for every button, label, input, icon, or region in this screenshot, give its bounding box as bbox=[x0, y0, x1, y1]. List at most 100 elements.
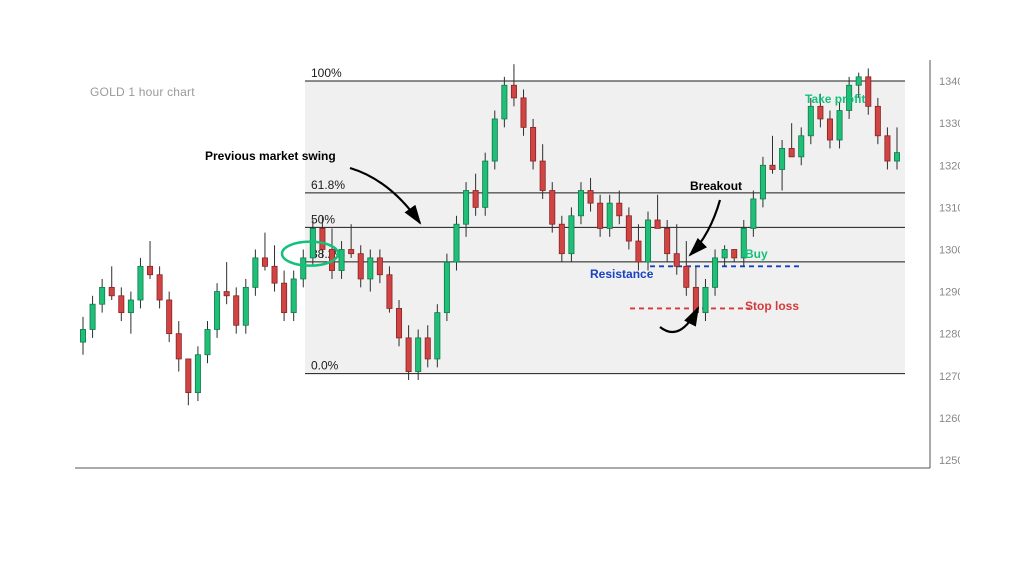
candle-body bbox=[588, 191, 593, 204]
candle-body bbox=[617, 203, 622, 216]
candle-body bbox=[291, 279, 296, 313]
candle-body bbox=[90, 304, 95, 329]
candle-body bbox=[128, 300, 133, 313]
candle-body bbox=[636, 241, 641, 262]
annotation-stop: Stop loss bbox=[745, 299, 799, 313]
candle-body bbox=[425, 338, 430, 359]
candle-body bbox=[147, 266, 152, 274]
y-tick-label: 1300.0 bbox=[939, 244, 960, 256]
candle-body bbox=[454, 224, 459, 262]
candle-body bbox=[894, 153, 899, 161]
candle-body bbox=[368, 258, 373, 279]
candle-body bbox=[349, 249, 354, 253]
candle-body bbox=[684, 266, 689, 287]
candle-body bbox=[416, 338, 421, 372]
candle-body bbox=[550, 191, 555, 225]
candle-body bbox=[80, 329, 85, 342]
candle-body bbox=[463, 191, 468, 225]
y-tick-label: 1320.0 bbox=[939, 160, 960, 172]
candle-body bbox=[176, 334, 181, 359]
candle-body bbox=[827, 119, 832, 140]
y-tick-label: 1260.0 bbox=[939, 413, 960, 425]
candle-body bbox=[387, 275, 392, 309]
candle-body bbox=[186, 359, 191, 393]
candle-body bbox=[167, 300, 172, 334]
y-tick-label: 1290.0 bbox=[939, 287, 960, 299]
candle-body bbox=[396, 308, 401, 337]
candle-body bbox=[674, 254, 679, 267]
candle-body bbox=[157, 275, 162, 300]
candle-body bbox=[253, 258, 258, 287]
candle-body bbox=[808, 106, 813, 135]
candle-body bbox=[799, 136, 804, 157]
candle-body bbox=[856, 77, 861, 85]
candle-body bbox=[301, 258, 306, 279]
annotation-swing: Previous market swing bbox=[205, 149, 336, 163]
candle-body bbox=[760, 165, 765, 199]
annotation-profit: Take profit bbox=[805, 92, 865, 106]
candle-body bbox=[578, 191, 583, 216]
candle-body bbox=[837, 111, 842, 140]
candle-body bbox=[559, 224, 564, 253]
fib-level-label: 50% bbox=[311, 212, 335, 226]
candle-body bbox=[406, 338, 411, 372]
candle-body bbox=[626, 216, 631, 241]
candle-body bbox=[109, 287, 114, 295]
candle-body bbox=[569, 216, 574, 254]
candle-body bbox=[779, 148, 784, 169]
y-tick-label: 1340.0 bbox=[939, 76, 960, 88]
candle-body bbox=[521, 98, 526, 127]
candle-body bbox=[205, 329, 210, 354]
candle-body bbox=[282, 283, 287, 312]
annotation-breakout: Breakout bbox=[690, 179, 742, 193]
candle-body bbox=[234, 296, 239, 325]
annotation-resist: Resistance bbox=[590, 267, 654, 281]
candle-body bbox=[473, 191, 478, 208]
candle-body bbox=[540, 161, 545, 190]
candle-body bbox=[224, 292, 229, 296]
candle-body bbox=[214, 292, 219, 330]
fib-level-label: 61.8% bbox=[311, 178, 345, 192]
chart-svg: 1250.0 1260.0 1270.0 1280.0 1290.0 1300.0 1310… bbox=[50, 60, 960, 490]
candle-body bbox=[483, 161, 488, 207]
y-tick-label: 1270.0 bbox=[939, 371, 960, 383]
candle-body bbox=[310, 228, 315, 257]
candle-body bbox=[866, 77, 871, 106]
candle-body bbox=[645, 220, 650, 262]
candle-body bbox=[339, 249, 344, 270]
candle-body bbox=[272, 266, 277, 283]
y-tick-label: 1310.0 bbox=[939, 202, 960, 214]
candle-body bbox=[722, 249, 727, 257]
y-tick-label: 1330.0 bbox=[939, 118, 960, 130]
candle-body bbox=[502, 85, 507, 119]
y-tick-label: 1250.0 bbox=[939, 455, 960, 467]
candle-body bbox=[243, 287, 248, 325]
candle-body bbox=[262, 258, 267, 266]
candle-body bbox=[655, 220, 660, 228]
candle-body bbox=[751, 199, 756, 228]
candle-body bbox=[444, 262, 449, 313]
candle-body bbox=[712, 258, 717, 287]
candle-body bbox=[885, 136, 890, 161]
price-chart: 1250.0 1260.0 1270.0 1280.0 1290.0 1300.0 1310… bbox=[50, 60, 960, 490]
candle-body bbox=[511, 85, 516, 98]
candle-body bbox=[138, 266, 143, 300]
candle-body bbox=[358, 254, 363, 279]
candle-body bbox=[195, 355, 200, 393]
candle-body bbox=[607, 203, 612, 228]
candle-body bbox=[119, 296, 124, 313]
candle-body bbox=[100, 287, 105, 304]
candle-body bbox=[598, 203, 603, 228]
fib-level-label: 0.0% bbox=[311, 359, 339, 373]
candle-body bbox=[770, 165, 775, 169]
candle-body bbox=[492, 119, 497, 161]
candle-body bbox=[377, 258, 382, 275]
annotation-buy: Buy bbox=[745, 247, 768, 261]
y-tick-label: 1280.0 bbox=[939, 329, 960, 341]
candle-body bbox=[789, 148, 794, 156]
candle-body bbox=[875, 106, 880, 135]
candle-body bbox=[818, 106, 823, 119]
candle-body bbox=[320, 228, 325, 249]
candle-body bbox=[703, 287, 708, 312]
candle-body bbox=[665, 228, 670, 253]
